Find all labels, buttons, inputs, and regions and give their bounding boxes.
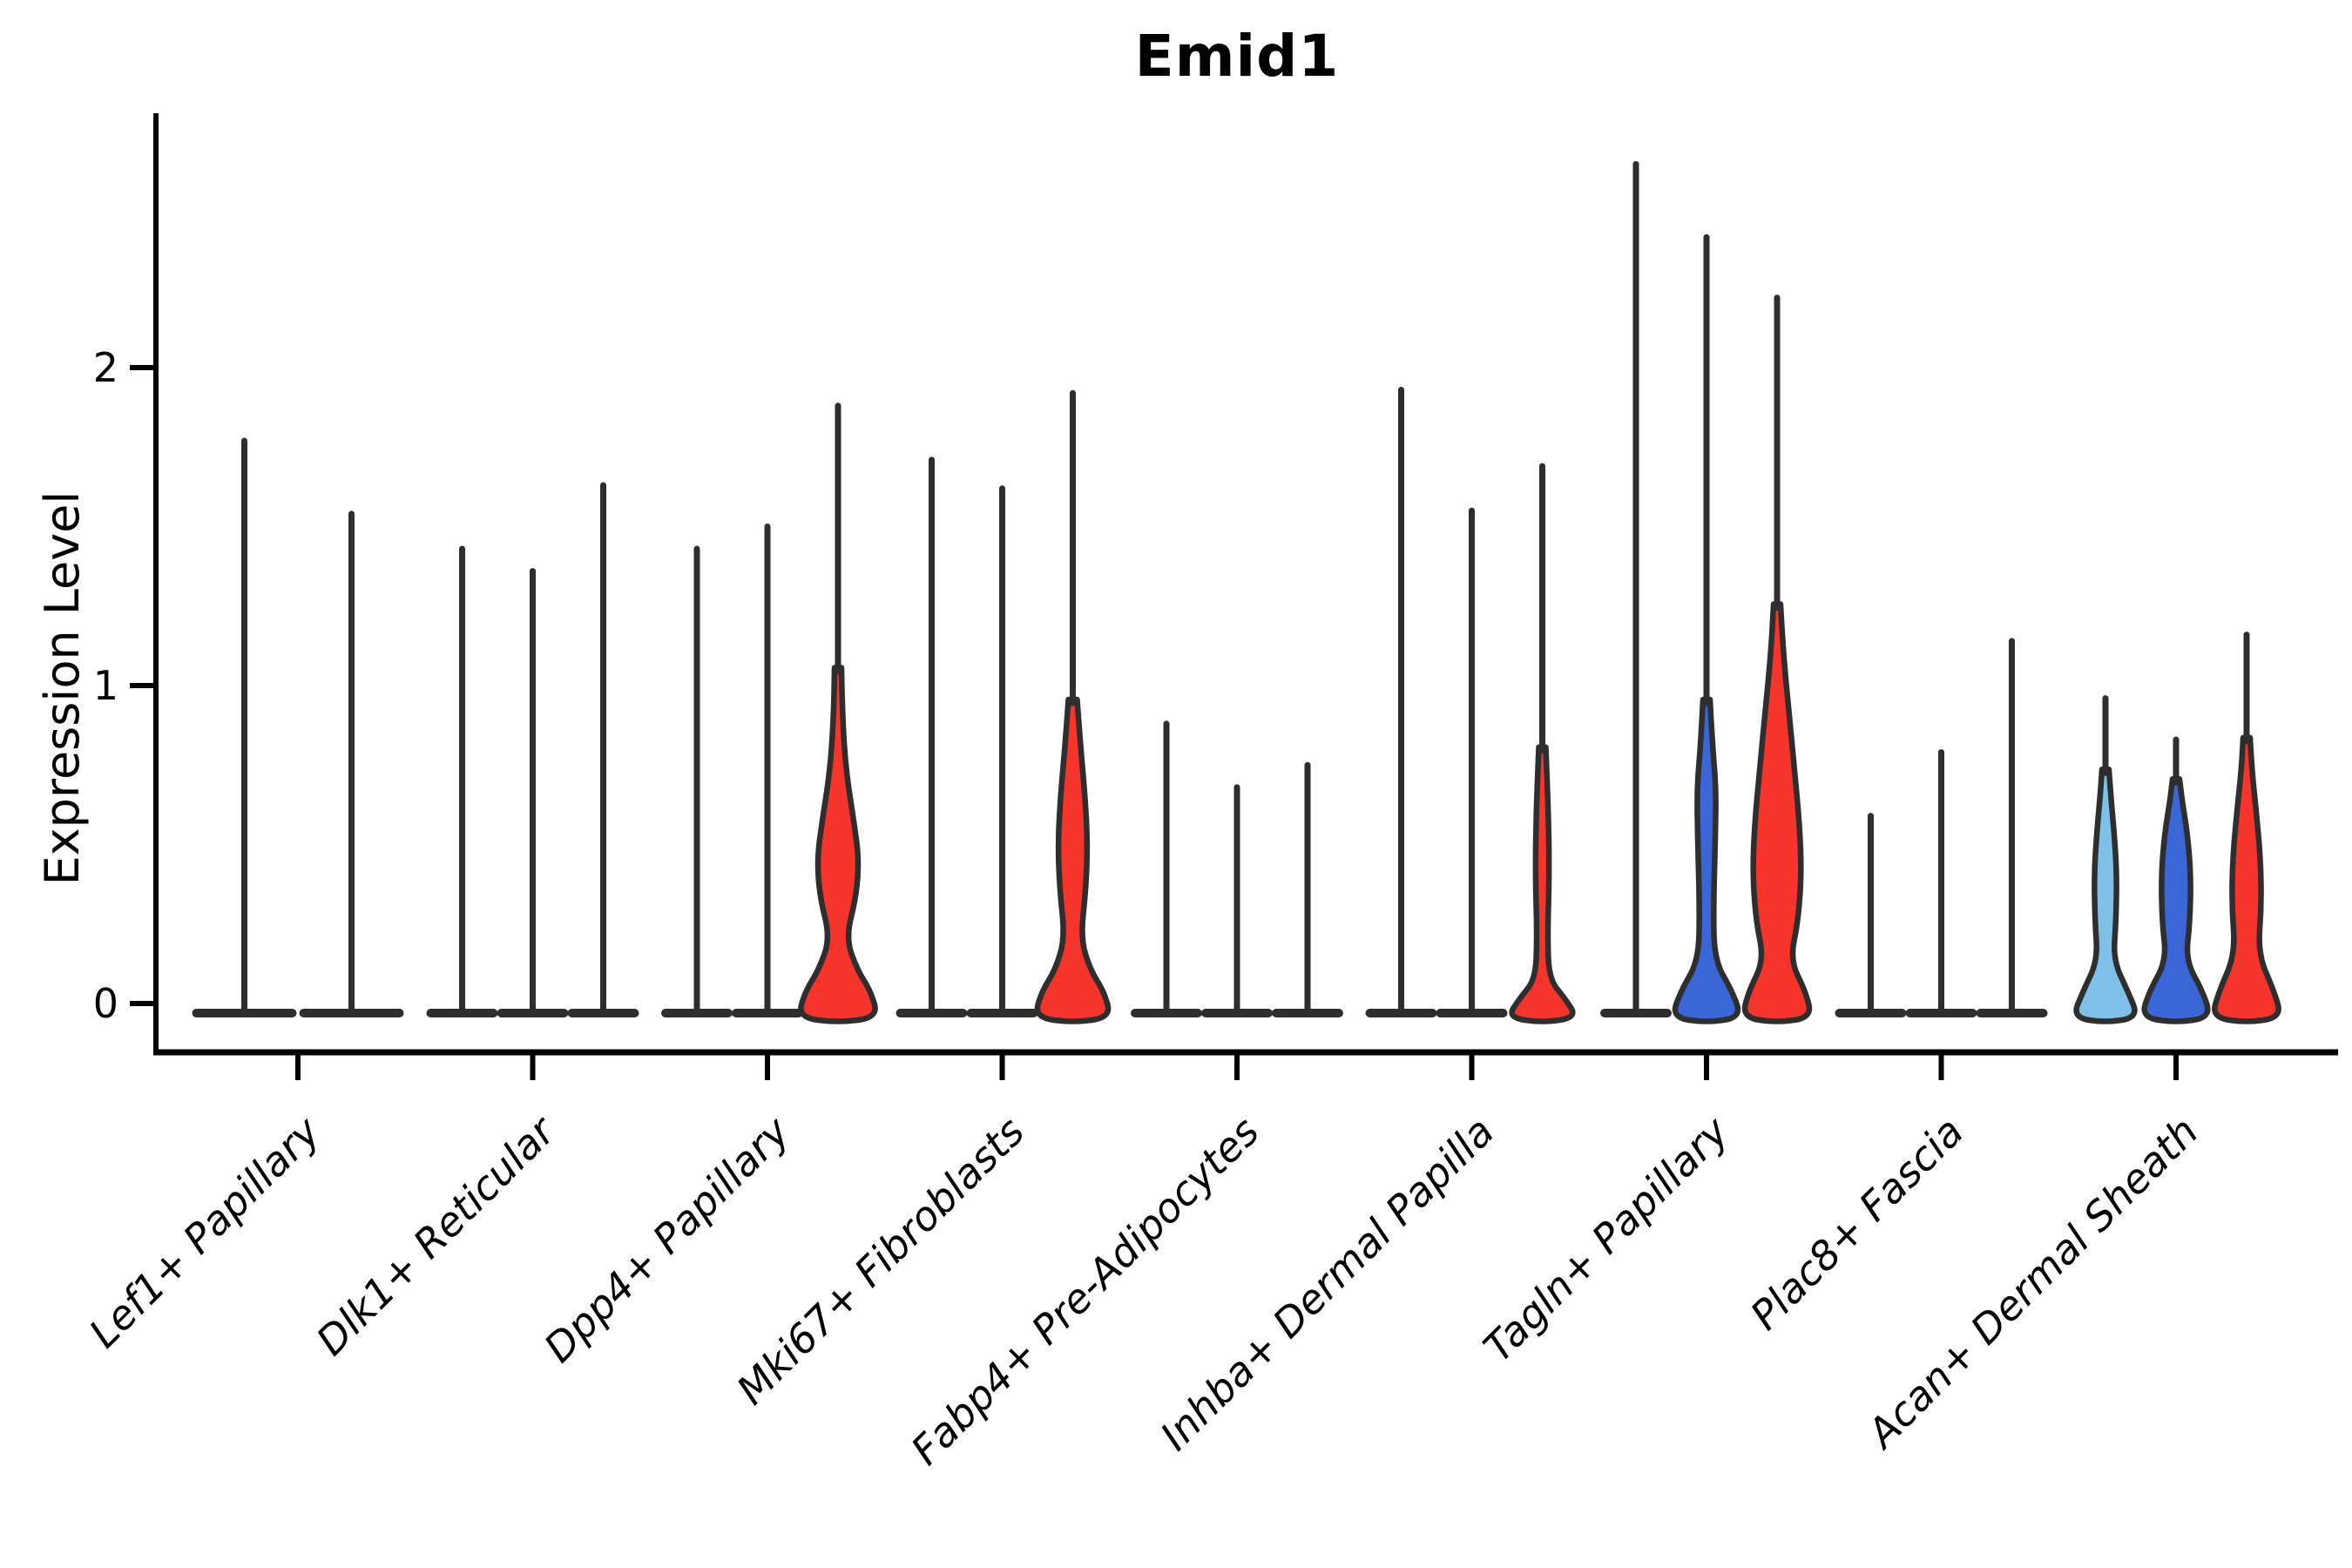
violin-body-red <box>1741 601 1813 1024</box>
y-tick-label: 0 <box>93 980 118 1027</box>
x-tick-label: Plac8+ Fascia <box>1741 1108 1972 1339</box>
x-tick-label: Dlk1+ Reticular <box>308 1105 566 1364</box>
violin-body-red <box>798 665 878 1024</box>
x-tick-label: Tagln+ Papillary <box>1474 1107 1738 1371</box>
y-tick-label: 2 <box>93 344 118 391</box>
violin-body-lightblue <box>2073 767 2138 1024</box>
violin-body-red <box>1034 696 1112 1024</box>
violin-body-red <box>2212 734 2281 1024</box>
x-tick-label: Dpp4+ Papillary <box>535 1107 799 1371</box>
chart-title: Emid1 <box>1134 23 1340 90</box>
violin-body-blue <box>2141 776 2211 1024</box>
y-tick-label: 1 <box>93 662 118 709</box>
x-tick-label: Lef1+ Papillary <box>80 1107 329 1356</box>
violin-body-red <box>1509 744 1576 1024</box>
violin-body-blue <box>1672 696 1741 1024</box>
